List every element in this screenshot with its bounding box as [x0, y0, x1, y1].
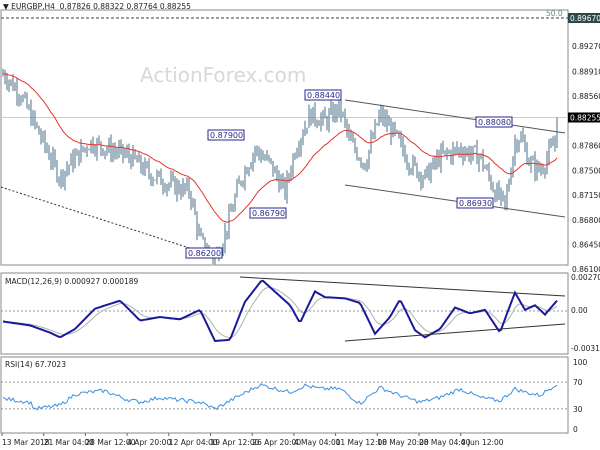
- ytick-label: 0.88560: [572, 92, 600, 101]
- xtick-label: 12 Apr 04:00: [169, 438, 218, 447]
- price-panel: [0, 9, 569, 266]
- ytick-label: 30: [573, 405, 583, 414]
- current-price-marker: [568, 112, 600, 123]
- ytick-label: 0.88910: [572, 67, 600, 76]
- ytick-label: 0.87860: [572, 141, 600, 150]
- xtick-label: 11 May 12:00: [336, 438, 388, 447]
- channel-lower: [344, 184, 566, 218]
- fib-marker: [568, 13, 600, 23]
- ytick-label: 0.87500: [572, 167, 600, 176]
- price-annotation: 0.88080: [478, 118, 511, 127]
- symbol: EURGBP,H4: [11, 2, 55, 11]
- rsi-line: [2, 383, 558, 411]
- macd-trendline-upper: [239, 276, 566, 297]
- fib-label: 50.0: [546, 9, 563, 18]
- macd-panel: [0, 272, 569, 355]
- ytick-label: 0.002706: [571, 273, 600, 282]
- macd-signal-line: [2, 286, 558, 339]
- price-annotation: 0.86790: [252, 209, 285, 218]
- price-annotation-box: [475, 116, 513, 128]
- ytick-label: -0.003155: [571, 344, 600, 353]
- price-annotation-box: [185, 247, 223, 259]
- macd-trendline-lower: [344, 323, 566, 342]
- rsi-panel: [0, 356, 569, 434]
- ytick-label: 0.89270: [572, 42, 600, 51]
- ytick-label: 0.86800: [572, 216, 600, 225]
- ytick-label: 0.86100: [572, 265, 600, 274]
- price-annotation-box: [249, 207, 287, 219]
- price-annotation: 0.86200: [188, 249, 221, 258]
- ytick-label: 100: [573, 358, 588, 367]
- ytick-label: 0.89670: [570, 14, 600, 23]
- channel-upper: [344, 99, 566, 134]
- xtick-label: 19 Apr 12:00: [211, 438, 260, 447]
- xtick-label: 4 Jun 12:00: [461, 438, 504, 447]
- xtick-label: 4 Apr 20:00: [127, 438, 171, 447]
- xtick-label: 26 Apr 20:00: [252, 438, 301, 447]
- moving-average-line: [2, 72, 558, 223]
- ytick-label: 0: [573, 425, 578, 434]
- ytick-label: 0.88255: [570, 113, 600, 122]
- rsi-title: RSI(14) 67.7023: [5, 360, 66, 369]
- watermark: ActionForex.com: [140, 63, 306, 87]
- macd-title: MACD(12,26,9) 0.000927 0.000189: [5, 277, 139, 286]
- xtick-label: 13 Mar 2018: [2, 438, 50, 447]
- ytick-label: 0.00: [571, 306, 588, 315]
- xtick-label: 4 May 04:00: [294, 438, 341, 447]
- ytick-label: 0.86450: [572, 240, 600, 249]
- macd-line: [2, 279, 558, 343]
- price-annotation: 0.87900: [210, 131, 243, 140]
- trendline: [0, 186, 206, 254]
- ytick-label: 0.87150: [572, 191, 600, 200]
- price-annotation: 0.86930: [459, 199, 492, 208]
- xtick-label: 28 May 04:00: [419, 438, 471, 447]
- ytick-label: 70: [573, 378, 583, 387]
- ohlc: 0.87826 0.88322 0.87764 0.88255: [59, 2, 191, 11]
- price-annotation-box: [207, 129, 245, 141]
- xtick-label: 18 May 20:00: [377, 438, 429, 447]
- price-annotation-box: [304, 89, 342, 101]
- price-annotation-box: [456, 197, 494, 209]
- chart-header: ▼ EURGBP,H4 0.87826 0.88322 0.87764 0.88…: [3, 2, 191, 11]
- dropdown-arrow-icon[interactable]: ▼: [3, 2, 9, 11]
- xtick-label: 28 Mar 12:00: [85, 438, 135, 447]
- price-annotation: 0.88440: [307, 91, 340, 100]
- xtick-label: 21 Mar 04:00: [44, 438, 94, 447]
